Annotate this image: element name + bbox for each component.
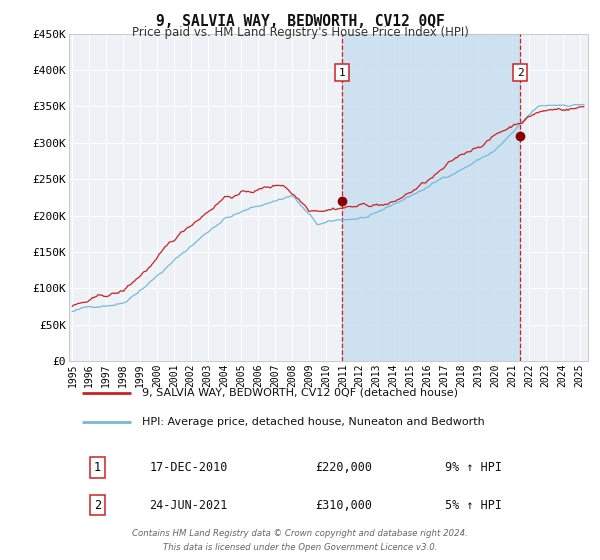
Text: Price paid vs. HM Land Registry's House Price Index (HPI): Price paid vs. HM Land Registry's House …: [131, 26, 469, 39]
Text: HPI: Average price, detached house, Nuneaton and Bedworth: HPI: Average price, detached house, Nune…: [142, 417, 484, 427]
Text: £310,000: £310,000: [316, 498, 373, 512]
Text: 9, SALVIA WAY, BEDWORTH, CV12 0QF: 9, SALVIA WAY, BEDWORTH, CV12 0QF: [155, 14, 445, 29]
Text: 9, SALVIA WAY, BEDWORTH, CV12 0QF (detached house): 9, SALVIA WAY, BEDWORTH, CV12 0QF (detac…: [142, 388, 458, 398]
Text: 2: 2: [94, 498, 101, 512]
Text: 24-JUN-2021: 24-JUN-2021: [149, 498, 227, 512]
Text: 9% ↑ HPI: 9% ↑ HPI: [445, 461, 502, 474]
Text: 17-DEC-2010: 17-DEC-2010: [149, 461, 227, 474]
Text: 1: 1: [94, 461, 101, 474]
Text: £220,000: £220,000: [316, 461, 373, 474]
Text: Contains HM Land Registry data © Crown copyright and database right 2024.: Contains HM Land Registry data © Crown c…: [132, 529, 468, 538]
Bar: [342, 34, 520, 361]
Text: This data is licensed under the Open Government Licence v3.0.: This data is licensed under the Open Gov…: [163, 543, 437, 552]
Text: 5% ↑ HPI: 5% ↑ HPI: [445, 498, 502, 512]
Text: 2: 2: [517, 68, 523, 78]
Text: 1: 1: [339, 68, 346, 78]
